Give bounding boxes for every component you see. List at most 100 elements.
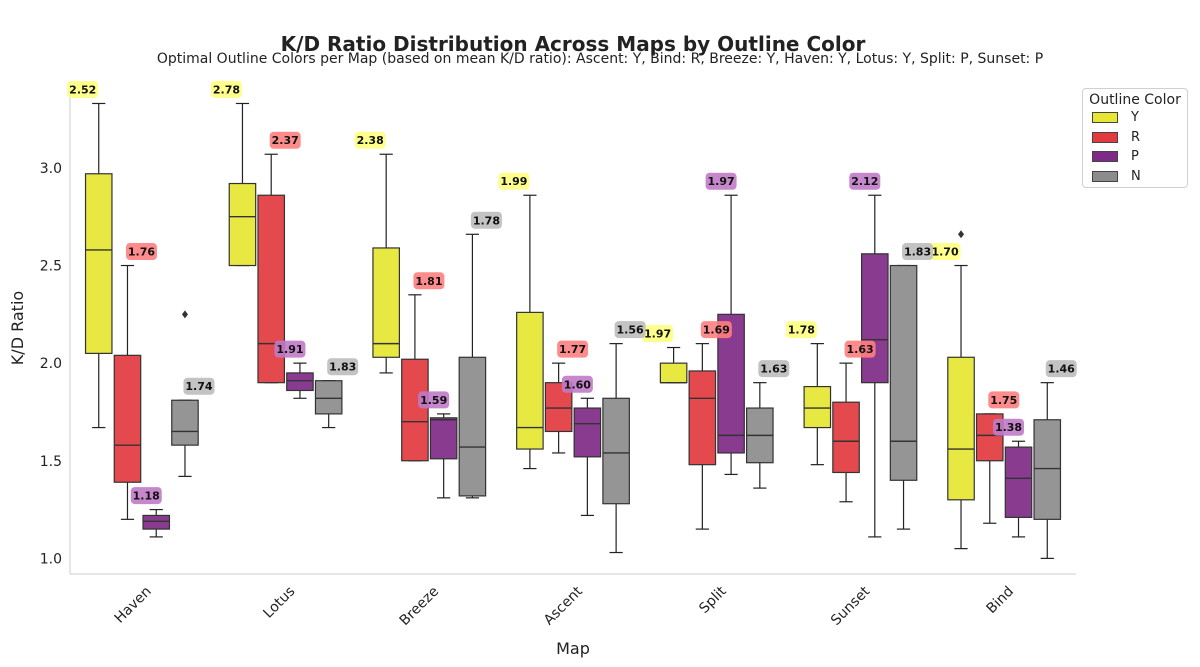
mean-label-text: 1.63 — [760, 363, 787, 376]
x-tick-label-bind: Bind — [984, 584, 1017, 617]
y-tick-label: 2.0 — [40, 356, 62, 372]
legend: Outline Color Y R P N — [1082, 88, 1188, 188]
outlier-point — [181, 310, 188, 319]
mean-label-bg — [758, 360, 790, 378]
mean-label-text: 1.97 — [708, 175, 735, 188]
mean-label-text: 1.77 — [559, 343, 586, 356]
box-body — [860, 253, 889, 384]
box-body — [372, 247, 400, 358]
box-body — [113, 354, 142, 483]
mean-label-text: 2.38 — [357, 134, 384, 147]
box-body — [1033, 419, 1062, 520]
mean-label-bg — [1045, 360, 1077, 378]
legend-item-n: N — [1083, 167, 1187, 187]
mean-label-y-haven: 2.52 — [67, 80, 99, 98]
mean-label-y-breeze: 2.38 — [354, 131, 386, 149]
y-tick-label: 2.5 — [40, 259, 62, 275]
box-body — [659, 362, 688, 384]
mean-label-p-split: 1.97 — [705, 172, 737, 190]
box-body — [171, 399, 199, 446]
mean-label-p-haven: 1.18 — [130, 487, 162, 505]
mean-label-text: 1.78 — [473, 214, 500, 227]
mean-label-bg — [183, 377, 215, 395]
mean-label-y-split: 1.97 — [642, 325, 674, 343]
mean-label-bg — [354, 131, 386, 149]
legend-item-p: P — [1083, 147, 1187, 167]
box-body — [84, 173, 113, 354]
mean-label-bg — [210, 80, 242, 98]
mean-label-text: 1.69 — [703, 324, 730, 337]
mean-label-text: 2.52 — [69, 83, 96, 96]
box-p-ascent — [573, 397, 602, 517]
x-tick-label-ascent: Ascent — [541, 583, 586, 628]
mean-label-bg — [785, 321, 817, 339]
box-body — [516, 311, 544, 450]
box-body — [832, 401, 860, 474]
legend-title: Outline Color — [1089, 92, 1181, 108]
legend-label-p: P — [1131, 149, 1139, 165]
legend-swatch-r — [1092, 131, 1118, 143]
mean-label-bg — [418, 391, 450, 409]
y-axis-label: K/D Ratio — [8, 291, 27, 365]
mean-label-text: 1.99 — [500, 175, 527, 188]
box-n-ascent — [602, 343, 630, 554]
box-p-bind — [1004, 440, 1033, 538]
x-tick-label-split: Split — [696, 583, 730, 617]
mean-label-n-lotus: 1.83 — [327, 358, 359, 376]
legend-label-r: R — [1131, 129, 1141, 145]
mean-label-bg — [929, 243, 961, 261]
mean-label-bg — [988, 391, 1020, 409]
box-y-breeze — [372, 153, 400, 374]
y-tick-label: 1.0 — [40, 551, 62, 567]
mean-label-bg — [561, 375, 593, 393]
legend-item-r: R — [1083, 128, 1187, 148]
legend-label-y: Y — [1131, 110, 1139, 126]
x-tick-label-breeze: Breeze — [397, 584, 442, 629]
box-r-haven — [113, 264, 142, 520]
plot-area — [84, 102, 1062, 559]
legend-swatch-p — [1092, 151, 1118, 163]
mean-label-text: 2.78 — [213, 83, 240, 96]
mean-label-text: 1.83 — [329, 361, 356, 374]
box-body — [401, 358, 429, 462]
mean-label-text: 1.56 — [617, 324, 644, 337]
box-r-split — [688, 343, 717, 530]
mean-label-y-lotus: 2.78 — [210, 80, 242, 98]
mean-label-bg — [902, 243, 934, 261]
box-body — [286, 372, 314, 392]
mean-label-bg — [413, 272, 445, 290]
box-p-breeze — [429, 413, 458, 499]
mean-label-text: 1.74 — [185, 380, 212, 393]
mean-label-bg — [700, 321, 732, 339]
box-body — [228, 182, 257, 267]
mean-label-text: 1.76 — [128, 246, 155, 259]
y-tick-labels: 1.0 1.5 2.0 2.5 3.0 — [40, 161, 62, 567]
mean-label-y-ascent: 1.99 — [498, 172, 530, 190]
box-n-breeze — [458, 233, 487, 499]
x-tick-label-haven: Haven — [112, 584, 155, 627]
box-r-sunset — [832, 362, 860, 503]
box-body — [803, 385, 832, 429]
mean-label-bg — [498, 172, 530, 190]
mean-label-bg — [993, 418, 1025, 436]
legend-label-n: N — [1131, 168, 1141, 184]
box-body — [314, 380, 343, 415]
mean-label-bg — [705, 172, 737, 190]
mean-label-n-ascent: 1.56 — [614, 321, 646, 339]
box-n-haven — [171, 310, 199, 477]
legend-swatch-n — [1092, 170, 1118, 182]
box-n-split — [746, 382, 774, 489]
mean-label-bg — [327, 358, 359, 376]
mean-label-p-breeze: 1.59 — [418, 391, 450, 409]
chart-title: K/D Ratio Distribution Across Maps by Ou… — [280, 32, 866, 56]
outlier-point — [958, 230, 965, 239]
box-n-bind — [1033, 382, 1062, 559]
x-axis-label: Map — [556, 639, 590, 658]
mean-label-bg — [849, 172, 881, 190]
box-body — [602, 397, 630, 505]
mean-label-r-bind: 1.75 — [988, 391, 1020, 409]
mean-label-n-bind: 1.46 — [1045, 360, 1077, 378]
box-body — [142, 514, 171, 530]
mean-label-p-sunset: 2.12 — [849, 172, 881, 190]
